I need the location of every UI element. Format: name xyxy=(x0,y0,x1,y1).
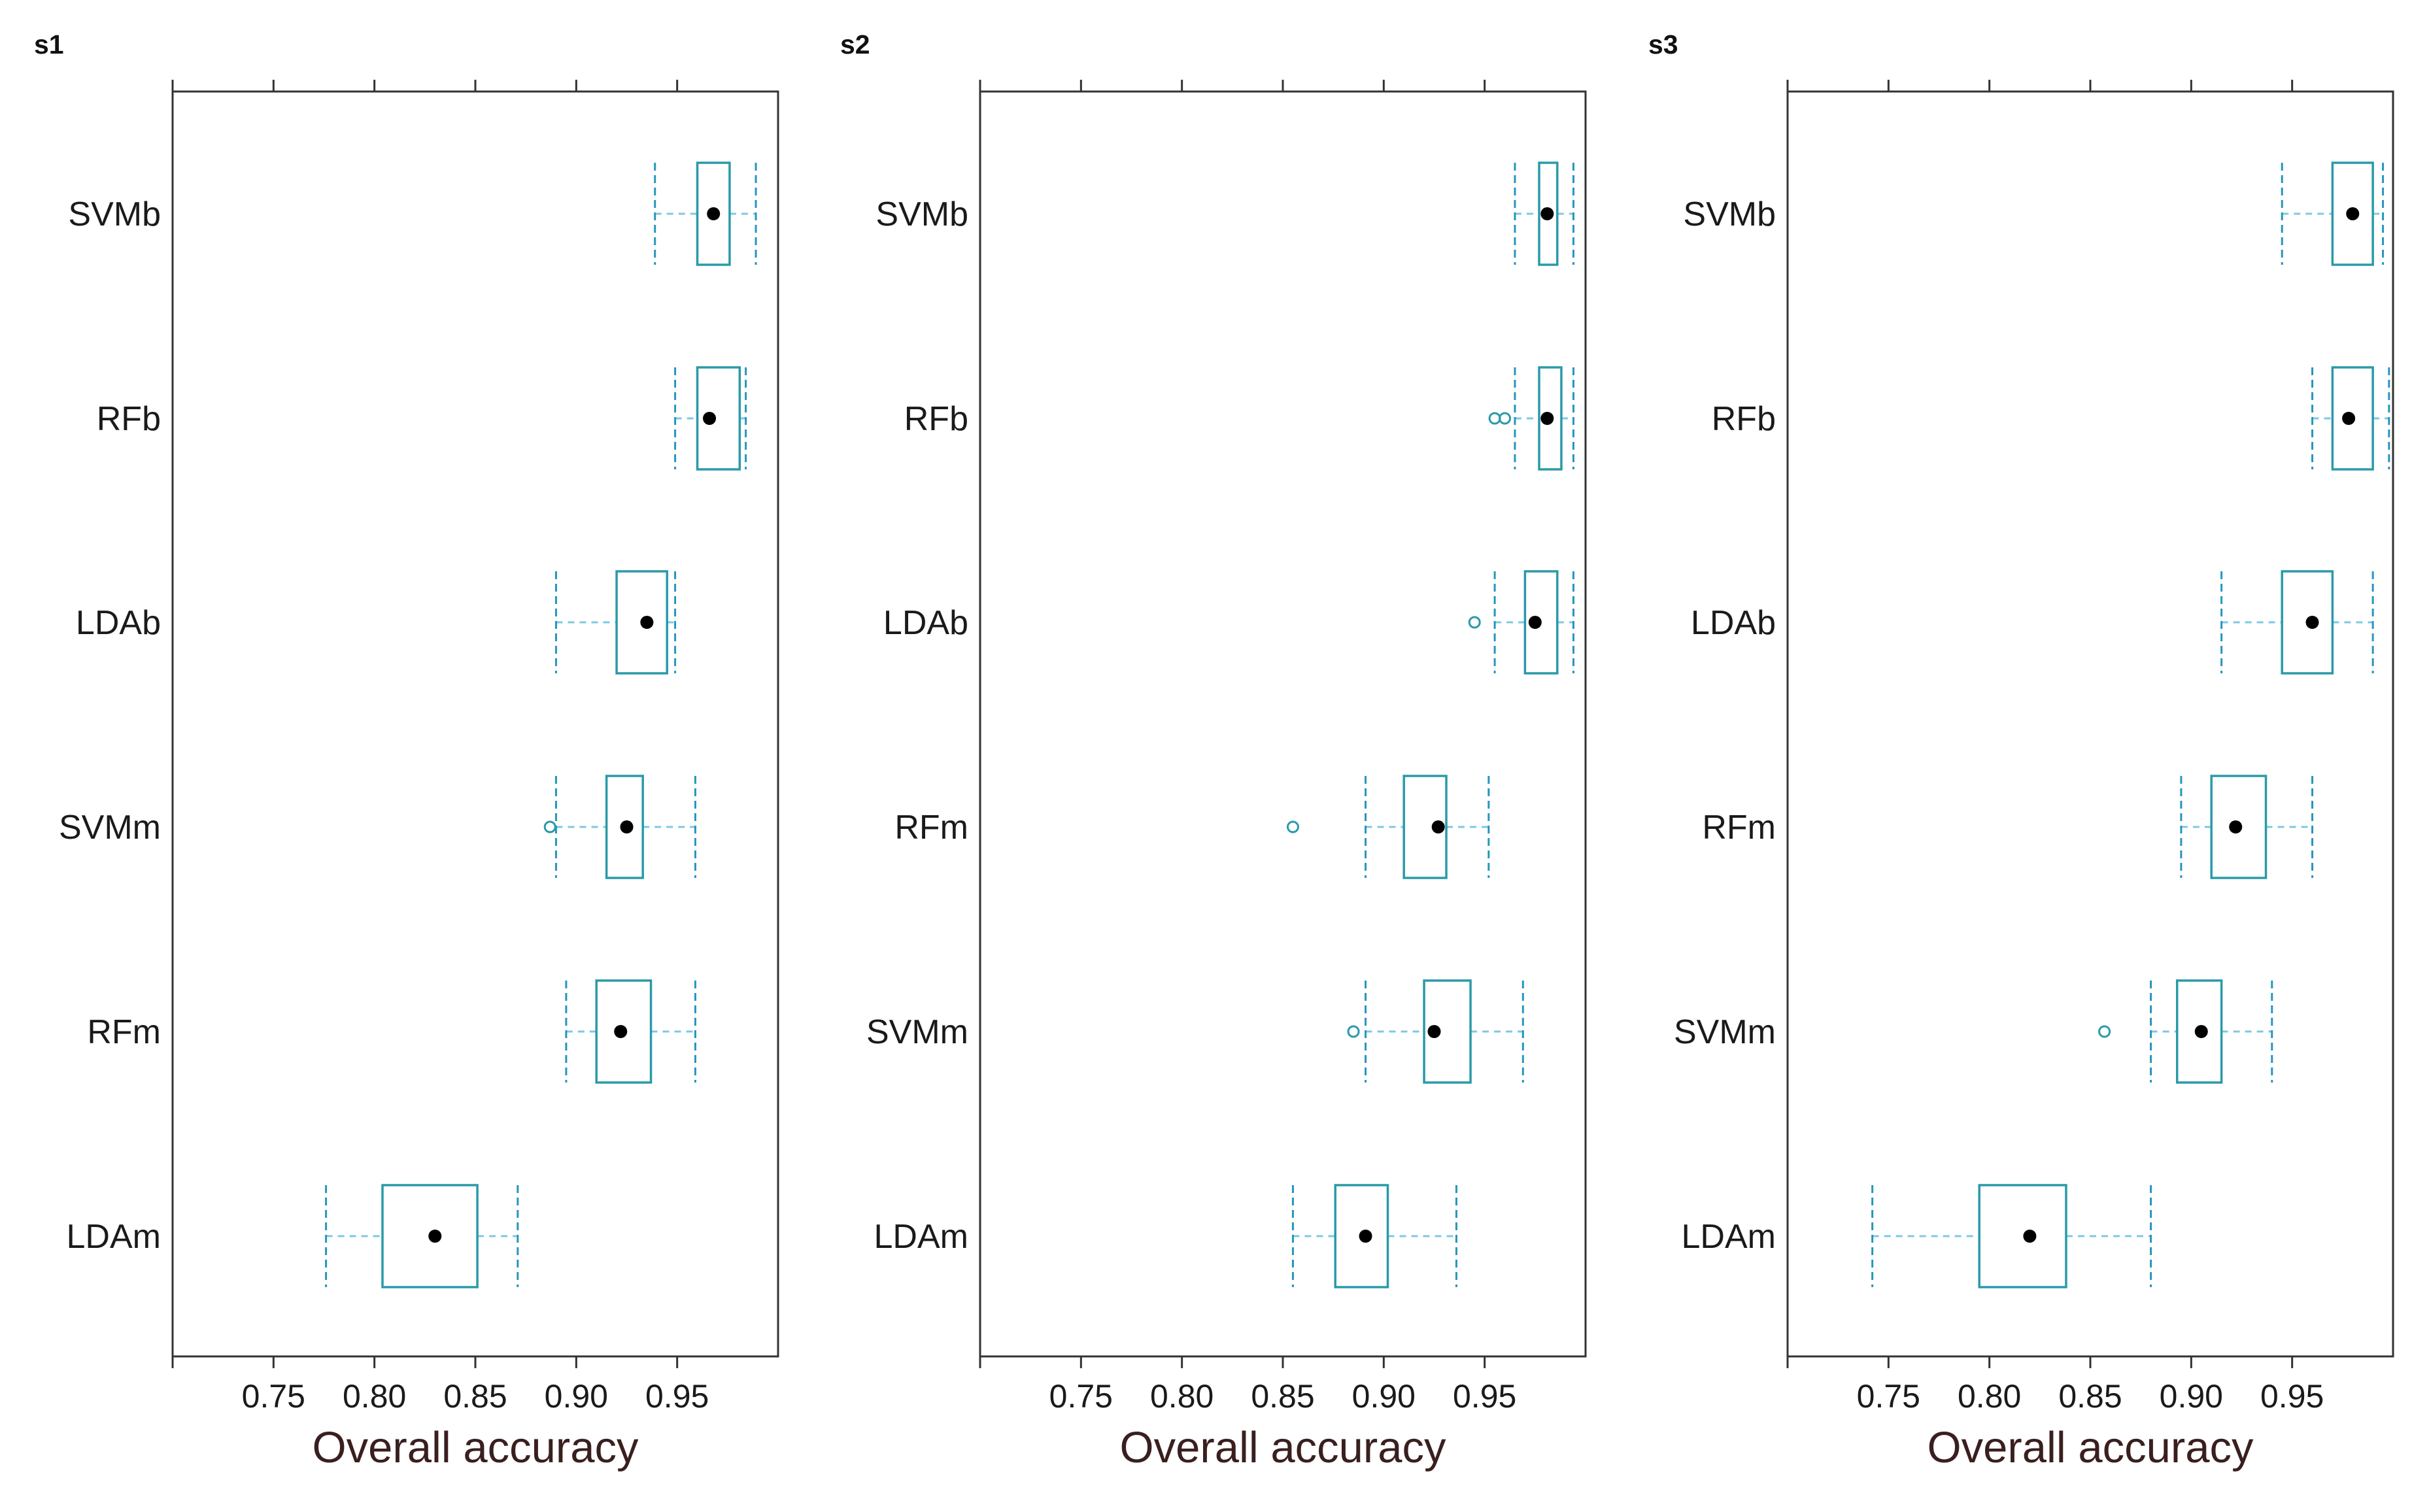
panel-s3-category-label: RFm xyxy=(1702,809,1776,847)
panel-s2-tick-label: 0.95 xyxy=(1453,1378,1516,1415)
panel-s3-tick-label: 0.85 xyxy=(2058,1378,2122,1415)
panel-s2-category-label: RFm xyxy=(894,809,968,847)
panel-s2-category-label: LDAb xyxy=(883,604,968,642)
panel-s3-category-label: LDAm xyxy=(1682,1218,1776,1256)
panel-s3-category-label: SVMm xyxy=(1674,1013,1776,1051)
panel-s3-category-label: LDAb xyxy=(1691,604,1776,642)
panel-s1-median-dot xyxy=(620,820,634,833)
panel-s2-category-label: LDAm xyxy=(874,1218,968,1256)
panel-s2-category-label: SVMm xyxy=(866,1013,968,1051)
panel-s2-median-dot xyxy=(1431,820,1445,833)
panel-s3-tick-label: 0.75 xyxy=(1857,1378,1920,1415)
panel-s3-median-dot xyxy=(2023,1230,2037,1243)
panel-s1-category-label: SVMb xyxy=(68,195,161,233)
panel-s2-tick-label: 0.90 xyxy=(1352,1378,1416,1415)
panel-s2-category-label: SVMb xyxy=(875,195,968,233)
panel-s3-tick-label: 0.90 xyxy=(2160,1378,2223,1415)
panel-s3-outlier-point xyxy=(2098,1025,2111,1038)
panel-s2-median-dot xyxy=(1359,1230,1372,1243)
panel-s1-median-dot xyxy=(614,1025,628,1038)
panel-s2-outlier-point xyxy=(1347,1025,1360,1038)
panel-s3-tick-label: 0.95 xyxy=(2260,1378,2324,1415)
panel-s1-tick-label: 0.80 xyxy=(343,1378,406,1415)
panel-s3-x-axis-title: Overall accuracy xyxy=(1928,1423,2254,1472)
panel-s3-title: s3 xyxy=(1648,29,1678,59)
panel-s3-median-dot xyxy=(2229,820,2243,833)
panel-s2-tick-label: 0.75 xyxy=(1049,1378,1113,1415)
panel-s1-tick-label: 0.75 xyxy=(242,1378,305,1415)
panel-s2-outlier-point xyxy=(1499,412,1512,425)
panel-s1-tick-label: 0.90 xyxy=(545,1378,608,1415)
panel-s1-plot-frame xyxy=(171,90,779,1358)
panel-s3-category-label: RFb xyxy=(1712,400,1776,438)
panel-s2-median-dot xyxy=(1427,1025,1441,1038)
panel-s1-outlier-point xyxy=(543,820,556,833)
panel-s2-outlier-point xyxy=(1468,616,1481,629)
panel-s1-median-dot xyxy=(640,616,654,629)
panel-s1-category-label: SVMm xyxy=(59,809,161,847)
panel-s2-median-dot xyxy=(1540,412,1554,425)
panel-s1-x-axis-title: Overall accuracy xyxy=(313,1423,639,1472)
panel-s2-tick-label: 0.85 xyxy=(1251,1378,1314,1415)
panel-s1-median-dot xyxy=(703,412,717,425)
panel-s3-plot-frame xyxy=(1786,90,2394,1358)
panel-s3-box xyxy=(1978,1184,2067,1288)
panel-s2-tick-label: 0.80 xyxy=(1150,1378,1214,1415)
panel-s3-tick-label: 0.80 xyxy=(1958,1378,2021,1415)
panel-s2-median-dot xyxy=(1540,207,1554,220)
panel-s1-tick-label: 0.85 xyxy=(443,1378,507,1415)
panel-s3-median-dot xyxy=(2194,1025,2208,1038)
panel-s1-category-label: RFb xyxy=(97,400,161,438)
panel-s2-title: s2 xyxy=(840,29,870,59)
panel-s3-median-dot xyxy=(2342,412,2356,425)
panel-s3-category-label: SVMb xyxy=(1683,195,1776,233)
panel-s2-x-axis-title: Overall accuracy xyxy=(1120,1423,1446,1472)
panel-s1-title: s1 xyxy=(34,29,64,59)
panel-s1-median-dot xyxy=(428,1230,442,1243)
panel-s2-outlier-point xyxy=(1286,820,1299,833)
panel-s1-median-dot xyxy=(707,207,721,220)
panel-s2-outlier-point xyxy=(1488,412,1501,425)
panel-s1-category-label: LDAb xyxy=(76,604,161,642)
panel-s2-category-label: RFb xyxy=(904,400,968,438)
panel-s1-category-label: RFm xyxy=(87,1013,161,1051)
panel-s1-category-label: LDAm xyxy=(67,1218,161,1256)
panel-s3-median-dot xyxy=(2346,207,2360,220)
panel-s3-box xyxy=(2331,366,2374,471)
panel-s3-median-dot xyxy=(2305,616,2319,629)
panel-s2-plot-frame xyxy=(979,90,1587,1358)
panel-s1-tick-label: 0.95 xyxy=(645,1378,709,1415)
panel-s2-median-dot xyxy=(1528,616,1542,629)
